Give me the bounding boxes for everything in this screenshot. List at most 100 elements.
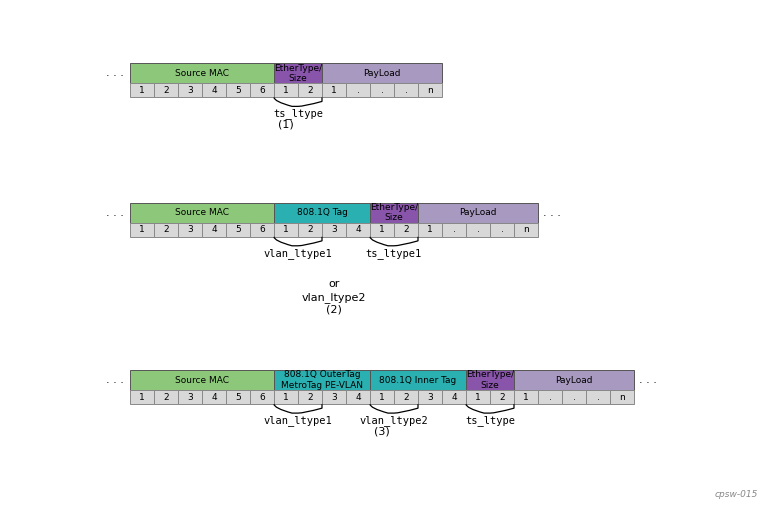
Bar	[346, 223, 370, 237]
Text: vlan_ltype1: vlan_ltype1	[263, 415, 333, 426]
Text: .: .	[501, 225, 504, 234]
Text: 1: 1	[379, 392, 385, 402]
Text: .: .	[597, 392, 600, 402]
Text: .: .	[381, 86, 383, 95]
Bar	[202, 223, 226, 237]
Text: 3: 3	[187, 392, 193, 402]
Text: .: .	[452, 225, 455, 234]
Text: 2: 2	[163, 86, 169, 95]
Bar	[274, 390, 298, 404]
Text: ts_ltype: ts_ltype	[273, 108, 323, 119]
Text: vlan_ltype1: vlan_ltype1	[263, 248, 333, 259]
Bar	[202, 83, 226, 97]
Text: 4: 4	[355, 225, 361, 234]
Bar	[226, 83, 250, 97]
Text: cpsw-015: cpsw-015	[715, 490, 758, 499]
Text: 4: 4	[211, 225, 217, 234]
Text: 2: 2	[403, 392, 409, 402]
Bar	[274, 223, 298, 237]
Text: EtherType/
Size: EtherType/ Size	[370, 203, 418, 223]
Text: . . .: . . .	[543, 208, 561, 218]
Bar	[514, 370, 634, 390]
Text: 2: 2	[307, 225, 313, 234]
Text: ts_ltype1: ts_ltype1	[366, 248, 422, 259]
Text: PayLoad: PayLoad	[555, 376, 593, 385]
Text: (2): (2)	[326, 305, 342, 315]
Bar	[418, 83, 442, 97]
Bar	[442, 223, 466, 237]
Bar	[274, 83, 298, 97]
Text: 6: 6	[259, 225, 265, 234]
Bar	[130, 63, 274, 83]
Text: PayLoad: PayLoad	[363, 69, 401, 78]
Bar	[322, 390, 346, 404]
Bar	[178, 223, 202, 237]
Text: PayLoad: PayLoad	[459, 208, 497, 218]
Text: EtherType/
Size: EtherType/ Size	[274, 64, 322, 83]
Text: 808.1Q Tag: 808.1Q Tag	[296, 208, 347, 218]
Bar	[370, 370, 466, 390]
Bar	[586, 390, 610, 404]
Text: 808.1Q Inner Tag: 808.1Q Inner Tag	[379, 376, 457, 385]
Bar	[322, 83, 346, 97]
Bar	[202, 390, 226, 404]
Bar	[418, 223, 442, 237]
Text: .: .	[548, 392, 551, 402]
Text: 1: 1	[283, 392, 289, 402]
Bar	[274, 203, 370, 223]
Bar	[298, 390, 322, 404]
Text: . . .: . . .	[106, 68, 124, 79]
Text: 2: 2	[307, 86, 313, 95]
Text: 1: 1	[331, 86, 337, 95]
Bar	[250, 83, 274, 97]
Text: 2: 2	[163, 225, 169, 234]
Text: 1: 1	[139, 392, 145, 402]
Bar	[514, 390, 538, 404]
Text: n: n	[523, 225, 529, 234]
Text: 3: 3	[187, 86, 193, 95]
Bar	[130, 223, 154, 237]
Bar	[298, 223, 322, 237]
Text: 2: 2	[307, 392, 313, 402]
Text: EtherType/
Size: EtherType/ Size	[466, 371, 514, 390]
Text: 1: 1	[523, 392, 529, 402]
Text: 1: 1	[139, 86, 145, 95]
Text: (3): (3)	[374, 426, 390, 436]
Bar	[370, 223, 394, 237]
Text: 4: 4	[355, 392, 361, 402]
Text: 4: 4	[211, 392, 217, 402]
Bar	[418, 203, 538, 223]
Text: 6: 6	[259, 392, 265, 402]
Bar	[370, 203, 418, 223]
Text: .: .	[477, 225, 479, 234]
Bar	[130, 370, 274, 390]
Text: 1: 1	[379, 225, 385, 234]
Bar	[250, 390, 274, 404]
Bar	[466, 370, 514, 390]
Bar	[394, 83, 418, 97]
Bar	[562, 390, 586, 404]
Bar	[466, 390, 490, 404]
Text: . . .: . . .	[106, 208, 124, 218]
Bar	[370, 83, 394, 97]
Text: 1: 1	[283, 225, 289, 234]
Bar	[418, 390, 442, 404]
Bar	[394, 390, 418, 404]
Bar	[154, 223, 178, 237]
Bar	[490, 223, 514, 237]
Text: n: n	[427, 86, 433, 95]
Text: 1: 1	[427, 225, 433, 234]
Bar	[274, 370, 370, 390]
Text: 2: 2	[163, 392, 169, 402]
Bar	[610, 390, 634, 404]
Text: ts_ltype: ts_ltype	[465, 415, 515, 426]
Bar	[466, 223, 490, 237]
Text: Source MAC: Source MAC	[175, 376, 229, 385]
Bar	[370, 390, 394, 404]
Text: 4: 4	[211, 86, 217, 95]
Text: 6: 6	[259, 86, 265, 95]
Text: 5: 5	[235, 86, 241, 95]
Bar	[322, 63, 442, 83]
Text: 1: 1	[475, 392, 481, 402]
Text: .: .	[573, 392, 575, 402]
